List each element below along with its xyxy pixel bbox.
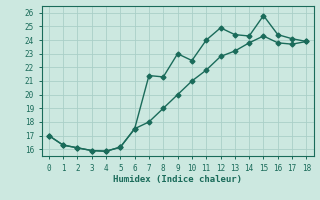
- X-axis label: Humidex (Indice chaleur): Humidex (Indice chaleur): [113, 175, 242, 184]
